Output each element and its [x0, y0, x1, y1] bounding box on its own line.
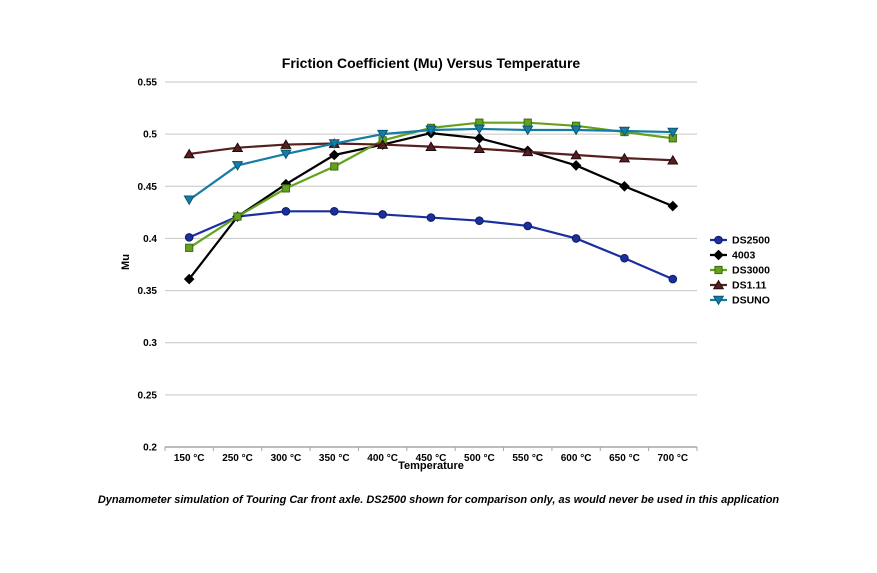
x-tick-label: 500 °C — [464, 453, 495, 464]
data-point-marker — [378, 210, 387, 219]
x-tick-label: 150 °C — [174, 453, 205, 464]
data-point-marker — [474, 133, 485, 144]
legend: DS2500 4003 DS3000 DS1.11 DSUNO — [710, 235, 770, 307]
data-point-marker — [714, 235, 723, 245]
data-point-marker — [619, 180, 630, 192]
data-point-marker — [185, 243, 194, 252]
x-tick-label: 700 °C — [657, 453, 688, 464]
data-point-marker — [667, 127, 679, 138]
y-tick-label: 0.35 — [138, 286, 158, 297]
data-point-marker — [473, 143, 486, 154]
data-point-marker — [668, 274, 678, 284]
data-point-marker — [712, 295, 725, 306]
y-tick-label: 0.5 — [143, 130, 157, 141]
data-point-marker — [426, 213, 436, 222]
x-tick-label: 550 °C — [512, 453, 543, 464]
data-point-marker — [714, 265, 723, 275]
data-point-marker — [473, 124, 486, 135]
y-tick-labels: 0.55 0.5 0.45 0.4 0.35 0.3 0.25 0.2 — [138, 78, 158, 454]
data-point-marker — [330, 162, 339, 171]
data-point-marker — [713, 249, 724, 261]
legend-item-DSUNO: DSUNO — [710, 295, 770, 307]
legend-label: DS1.11 — [732, 280, 767, 292]
x-tick-label: 400 °C — [367, 453, 398, 464]
data-point-marker — [570, 149, 582, 160]
x-tick-label: 650 °C — [609, 453, 640, 464]
series-line — [188, 132, 674, 280]
data-point-marker — [280, 139, 292, 149]
chart-title: Friction Coefficient (Mu) Versus Tempera… — [281, 55, 581, 71]
data-point-marker — [571, 234, 581, 243]
data-point-marker — [522, 125, 534, 136]
series-DS2500 — [184, 207, 678, 284]
x-tick-label: 600 °C — [561, 453, 592, 464]
data-point-marker — [620, 253, 629, 263]
data-point-marker — [376, 139, 389, 149]
data-point-marker — [523, 118, 532, 127]
data-point-marker — [231, 161, 244, 171]
legend-label: 4003 — [732, 250, 756, 262]
data-point-marker — [712, 279, 725, 290]
legend-item-DS1.11: DS1.11 — [710, 280, 767, 292]
legend-label: DSUNO — [732, 295, 770, 307]
series-DS3000 — [185, 118, 677, 252]
series-DS1.11 — [183, 138, 679, 165]
data-point-marker — [281, 207, 291, 216]
data-point-marker — [523, 221, 533, 231]
legend-item-DS2500: DS2500 — [710, 235, 770, 247]
data-point-marker — [183, 148, 195, 159]
y-tick-label: 0.25 — [138, 390, 158, 401]
x-tick-label: 250 °C — [222, 453, 253, 464]
data-point-marker — [425, 141, 437, 151]
data-point-marker — [328, 139, 340, 149]
y-axis-title: Mu — [120, 254, 132, 270]
data-point-marker — [570, 125, 582, 136]
data-point-marker — [618, 126, 631, 137]
data-point-marker — [233, 212, 242, 221]
y-tick-label: 0.3 — [143, 338, 157, 349]
series-line — [188, 127, 673, 201]
x-axis-title: Temperature — [398, 460, 464, 472]
y-tick-label: 0.2 — [143, 443, 157, 454]
data-point-marker — [183, 273, 195, 285]
y-tick-label: 0.55 — [138, 78, 158, 89]
data-point-marker — [667, 200, 679, 212]
x-tick-label: 450 °C — [416, 453, 447, 464]
data-point-marker — [376, 129, 389, 140]
x-tick-label: 300 °C — [271, 453, 302, 464]
series-DSUNO — [183, 124, 679, 206]
legend-item-DS3000: DS3000 — [710, 265, 770, 277]
chart-caption: Dynamometer simulation of Touring Car fr… — [97, 494, 780, 506]
legend-label: DS3000 — [732, 265, 770, 277]
data-point-marker — [328, 149, 340, 161]
data-point-marker — [329, 207, 339, 216]
data-point-marker — [183, 195, 195, 206]
data-point-marker — [618, 152, 631, 163]
data-point-marker — [281, 184, 291, 193]
series-4003 — [183, 127, 679, 285]
x-axis: 150 °C 250 °C 300 °C 350 °C 400 °C 450 °C 500 … — [164, 446, 698, 464]
data-point-marker — [570, 160, 582, 171]
y-tick-label: 0.4 — [143, 234, 157, 245]
data-point-marker — [522, 146, 534, 157]
data-point-marker — [425, 125, 437, 136]
data-point-marker — [280, 149, 292, 160]
legend-label: DS2500 — [732, 235, 770, 247]
data-point-marker — [667, 154, 679, 165]
legend-item-4003: 4003 — [710, 250, 756, 262]
x-tick-label: 350 °C — [319, 453, 350, 464]
data-point-marker — [475, 216, 484, 225]
y-tick-label: 0.45 — [138, 182, 158, 193]
data-point-marker — [184, 233, 194, 242]
data-point-marker — [231, 142, 244, 152]
